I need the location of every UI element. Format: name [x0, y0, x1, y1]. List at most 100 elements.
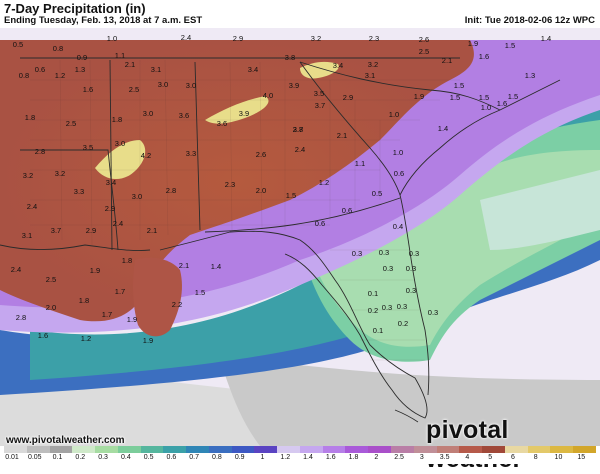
precip-value-label: 0.3 [352, 249, 362, 258]
colorbar-ticks: 0.01 0.05 0.1 0.2 0.3 0.4 0.5 0.6 0.7 0.8 0.9 1 1.2 1… [4, 454, 596, 464]
precip-value-label: 3.1 [365, 71, 375, 80]
precip-value-label: 3.4 [106, 178, 116, 187]
precip-value-label: 4.2 [141, 151, 151, 160]
peak-nc [300, 61, 339, 79]
precip-value-label: 1.5 [195, 288, 205, 297]
outline-ga-fl [204, 197, 401, 233]
precip-value-label: 2.8 [35, 147, 45, 156]
precip-value-label: 3.9 [289, 81, 299, 90]
precip-value-label: 1.0 [389, 110, 399, 119]
outline-nc-sc [299, 61, 501, 111]
precip-value-label: 1.0 [107, 34, 117, 43]
precip-value-label: 1.4 [438, 124, 448, 133]
outline-atlantic [399, 79, 561, 196]
outline-ga-sc [299, 61, 401, 196]
colorbar-swatch [72, 446, 96, 453]
colorbar-tick-label: 6 [510, 454, 515, 461]
colorbar-tick-label: 0.7 [189, 454, 200, 461]
colorbar-tick-label: 4 [465, 454, 470, 461]
precip-value-label: 0.3 [406, 264, 416, 273]
precip-value-label: 1.5 [479, 93, 489, 102]
colorbar-tick-label: 10 [554, 454, 563, 461]
precip-value-label: 1.8 [112, 115, 122, 124]
precip-value-label: 1.5 [450, 93, 460, 102]
precip-value-label: 2.8 [16, 313, 26, 322]
precip-value-label: 1.5 [505, 41, 515, 50]
precip-value-label: 1.7 [115, 287, 125, 296]
precipitation-map: 0.5 0.8 1.0 2.4 2.9 3.2 2.3 2.6 1.9 1.5 1.4 0.6 0.9 1… [0, 28, 600, 446]
colorbar-swatch [163, 446, 187, 453]
precip-value-label: 1.7 [102, 310, 112, 319]
colorbar-swatch [436, 446, 460, 453]
colorbar-swatch [254, 446, 278, 453]
precip-value-label: 3.6 [217, 119, 227, 128]
precip-value-label: 3.6 [179, 111, 189, 120]
colorbar-tick-label: 3 [419, 454, 424, 461]
colorbar-swatch [482, 446, 505, 453]
precip-value-label: 0.2 [368, 306, 378, 315]
colorbar-tick-label: 3.5 [439, 454, 450, 461]
precip-value-label: 0.3 [428, 308, 438, 317]
precip-value-label: 3.7 [51, 226, 61, 235]
colorbar-swatch [26, 446, 50, 453]
precip-value-label: 3.3 [74, 187, 84, 196]
colorbar-swatch [345, 446, 369, 453]
precip-value-label: 0.4 [393, 222, 403, 231]
precip-value-label: 0.5 [13, 40, 23, 49]
precip-value-label: 3.9 [239, 109, 249, 118]
precip-value-label: 0.6 [35, 65, 45, 74]
precip-value-label: 2.0 [256, 186, 266, 195]
precip-value-label: 1.9 [143, 336, 153, 345]
precip-value-label: 0.1 [373, 326, 383, 335]
colorbar-swatch [504, 446, 528, 453]
colorbar-swatch [95, 446, 118, 453]
colorbar-swatch [550, 446, 574, 453]
peak-ga [205, 96, 269, 124]
precip-value-label: 1.9 [414, 92, 424, 101]
precip-value-label: 3.2 [311, 34, 321, 43]
county-grid-fl [330, 249, 425, 361]
colorbar-swatch [299, 446, 323, 453]
precip-value-label: 2.9 [86, 226, 96, 235]
precip-value-label: 2.1 [337, 131, 347, 140]
band-brown-gulf [133, 257, 182, 337]
precip-value-label: 2.1 [179, 261, 189, 270]
precip-value-label: 2.4 [113, 219, 123, 228]
colorbar-tick-label: 0.3 [98, 454, 108, 461]
precip-value-label: 2.3 [369, 34, 379, 43]
precip-value-labels: 0.5 0.8 1.0 2.4 2.9 3.2 2.3 2.6 1.9 1.5 1.4 0.6 0.9 1… [11, 33, 551, 345]
outline-la-coast [0, 244, 151, 251]
precip-value-label: 1.3 [525, 71, 535, 80]
colorbar-swatch [368, 446, 392, 453]
precip-value-label: 1.6 [479, 52, 489, 61]
outline-coast [159, 230, 428, 419]
colorbar-tick-label: 1.4 [303, 454, 313, 461]
model-init-time: Init: Tue 2018-02-06 12z WPC [464, 15, 595, 26]
precip-value-label: 2.0 [46, 303, 56, 312]
outline-ms-al [109, 59, 113, 251]
precip-value-label: 1.9 [90, 266, 100, 275]
precip-value-label: 1.5 [508, 92, 518, 101]
colorbar-swatch [186, 446, 209, 453]
precip-value-label: 0.6 [342, 206, 352, 215]
precip-value-label: 3.0 [132, 192, 142, 201]
precip-value-label: 2.1 [147, 226, 157, 235]
precip-value-label: 2.7 [293, 125, 303, 134]
colorbar-swatch [391, 446, 414, 453]
precip-value-label: 1.6 [38, 331, 48, 340]
precip-value-label: 2.4 [11, 265, 21, 274]
ocean-pale [480, 170, 600, 250]
website-url: www.pivotalweather.com [6, 435, 125, 446]
colorbar-tick-label: 0.4 [120, 454, 131, 461]
precip-value-label: 1.1 [115, 51, 125, 60]
precip-value-label: 2.5 [46, 275, 56, 284]
precip-value-label: 0.8 [53, 44, 63, 53]
colorbar-swatches [4, 446, 596, 453]
precip-value-label: 1.8 [122, 256, 132, 265]
colorbar-tick-label: 0.01 [5, 454, 19, 461]
precip-value-label: 0.3 [383, 264, 393, 273]
outline-fl-east [399, 194, 430, 396]
precip-value-label: 0.5 [372, 189, 382, 198]
map-valid-time: Ending Tuesday, Feb. 13, 2018 at 7 a.m. … [4, 15, 203, 26]
precip-value-label: 3.2 [55, 169, 65, 178]
